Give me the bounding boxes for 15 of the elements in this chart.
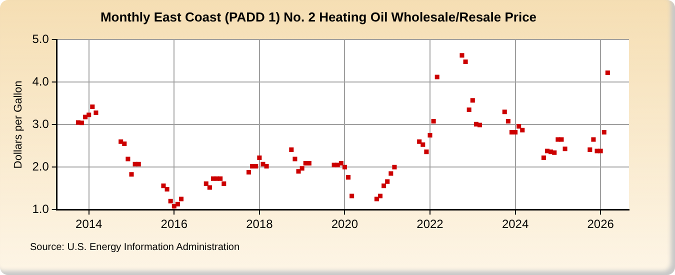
y-tick-label: 2.0 <box>32 159 50 174</box>
x-tick-label: 2016 <box>160 217 188 232</box>
chart-title: Monthly East Coast (PADD 1) No. 2 Heating Oil Wholesale/Resale Price <box>100 9 537 24</box>
y-tick-label: 1.0 <box>32 202 50 216</box>
y-tick-label: 4.0 <box>32 74 50 88</box>
x-tick-label: 2024 <box>502 217 529 232</box>
y-tick-label: 5.0 <box>32 32 50 46</box>
x-tick-label: 2020 <box>331 217 358 232</box>
y-axis-title: Dollars per Gallon <box>12 80 25 169</box>
x-tick-label: 2026 <box>587 217 614 232</box>
source-note: Source: U.S. Energy Information Administration <box>30 242 240 253</box>
x-tick-label: 2022 <box>416 217 444 232</box>
y-tick-label: 3.0 <box>32 116 50 131</box>
x-tick-label: 2018 <box>246 217 274 232</box>
x-tick-label: 2014 <box>76 217 103 232</box>
